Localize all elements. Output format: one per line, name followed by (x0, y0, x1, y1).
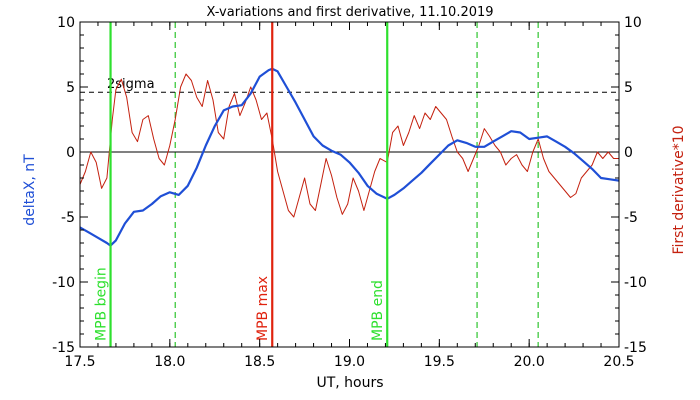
marker-label-2: MPB end (370, 280, 386, 341)
marker-label-1: MPB max (255, 276, 271, 341)
y-tick-label-left-3: 0 (66, 145, 75, 161)
y-tick-label-right-5: 10 (624, 15, 642, 31)
y-tick-label-left-0: -15 (52, 340, 75, 356)
x-tick-label-4: 19.5 (424, 354, 455, 370)
x-tick-label-6: 20.5 (603, 354, 634, 370)
chart-title: X-variations and first derivative, 11.10… (206, 5, 493, 20)
x-tick-label-5: 20.0 (514, 354, 545, 370)
derivative-series-line (79, 73, 619, 218)
y-tick-label-left-5: 10 (57, 15, 75, 31)
y-axis-label-right: First derivative*10 (671, 125, 687, 254)
y-axis-label-left: deltaX, nT (22, 154, 38, 226)
y-tick-label-left-4: 5 (66, 80, 75, 96)
plot-area: MPB begin MPB max MPB end 17.5 18.0 18.5 19.0 1… (52, 15, 647, 370)
x-axis-label: UT, hours (316, 375, 383, 391)
y-tick-label-right-3: 0 (624, 145, 633, 161)
y-tick-label-right-4: 5 (624, 80, 633, 96)
x-tick-label-1: 18.0 (154, 354, 185, 370)
x-tick-label-0: 17.5 (64, 354, 95, 370)
x-tick-label-3: 19.0 (334, 354, 365, 370)
marker-label-0: MPB begin (94, 267, 110, 341)
y-tick-label-right-1: -10 (624, 275, 647, 291)
y-tick-label-left-2: -5 (61, 210, 75, 226)
deltax-series-line (79, 67, 620, 247)
y-tick-label-right-2: -5 (624, 210, 638, 226)
two-sigma-label: 2sigma (107, 77, 155, 92)
y-tick-label-left-1: -10 (52, 275, 75, 291)
y-tick-label-right-0: -15 (624, 340, 647, 356)
x-tick-label-2: 18.5 (244, 354, 275, 370)
